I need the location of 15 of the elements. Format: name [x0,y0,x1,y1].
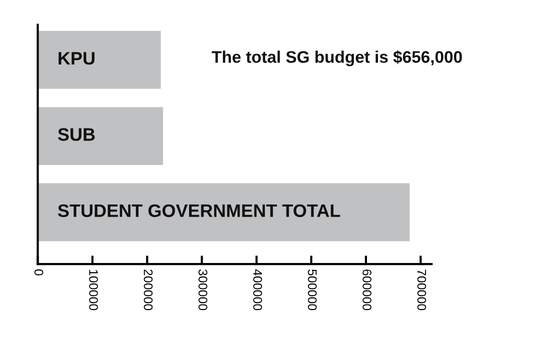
y-tick-label: STUDENT GOVERNMENT TOTAL [58,204,340,218]
x-tick-label: 400000 [253,269,262,310]
x-tick-label: 700000 [417,270,426,310]
x-tick-label: 300000 [198,269,208,310]
x-tick-label: 500000 [308,269,317,310]
annotation: The total SG budget is $656,000 [212,50,462,66]
bar [38,183,410,242]
y-tick-label: SUB [58,128,95,141]
x-tick-label: 600000 [362,270,372,310]
bar [38,107,164,166]
y-tick-label: KPU [58,52,94,65]
bar [38,30,161,89]
x-tick-label: 200000 [144,270,153,310]
x-tick-label: 100000 [89,270,98,310]
x-tick-label: 0 [34,269,44,276]
